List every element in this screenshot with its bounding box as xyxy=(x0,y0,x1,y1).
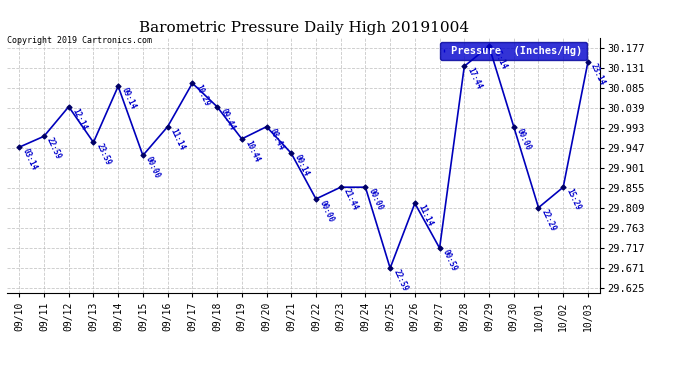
Point xyxy=(335,184,346,190)
Point xyxy=(434,245,445,251)
Point xyxy=(484,43,495,49)
Text: 00:59: 00:59 xyxy=(441,248,459,273)
Point xyxy=(39,133,50,139)
Text: 08:44: 08:44 xyxy=(268,127,286,152)
Text: 23:59: 23:59 xyxy=(95,142,112,167)
Point xyxy=(558,184,569,190)
Text: 09:14: 09:14 xyxy=(119,86,137,111)
Point xyxy=(137,152,148,158)
Point xyxy=(360,184,371,190)
Point xyxy=(112,83,124,89)
Point xyxy=(261,124,272,130)
Title: Barometric Pressure Daily High 20191004: Barometric Pressure Daily High 20191004 xyxy=(139,21,469,35)
Text: 00:14: 00:14 xyxy=(293,153,310,178)
Text: 17:44: 17:44 xyxy=(466,66,484,91)
Text: 00:00: 00:00 xyxy=(144,155,162,180)
Text: 10:29: 10:29 xyxy=(194,83,212,108)
Point xyxy=(533,205,544,211)
Text: 12:14: 12:14 xyxy=(70,107,88,132)
Text: 22:29: 22:29 xyxy=(540,208,558,232)
Point xyxy=(14,144,25,150)
Text: 03:14: 03:14 xyxy=(21,147,39,172)
Point xyxy=(310,196,322,202)
Text: Copyright 2019 Cartronics.com: Copyright 2019 Cartronics.com xyxy=(7,36,152,45)
Legend: Pressure  (Inches/Hg): Pressure (Inches/Hg) xyxy=(440,42,586,60)
Text: 00:00: 00:00 xyxy=(515,127,533,152)
Point xyxy=(187,80,198,86)
Text: 21:44: 21:44 xyxy=(342,187,360,212)
Text: 09:44: 09:44 xyxy=(218,107,236,132)
Text: 10:44: 10:44 xyxy=(243,139,261,164)
Point xyxy=(409,200,420,206)
Text: 23:14: 23:14 xyxy=(589,62,607,87)
Point xyxy=(286,150,297,156)
Point xyxy=(212,104,223,110)
Text: 05:14: 05:14 xyxy=(491,46,509,71)
Point xyxy=(88,140,99,146)
Point xyxy=(509,124,520,130)
Text: 15:29: 15:29 xyxy=(564,187,582,212)
Text: 00:00: 00:00 xyxy=(317,199,335,224)
Text: 11:14: 11:14 xyxy=(169,127,187,152)
Point xyxy=(162,124,173,130)
Point xyxy=(459,63,470,69)
Text: 11:14: 11:14 xyxy=(416,203,434,228)
Text: 22:59: 22:59 xyxy=(46,136,63,161)
Point xyxy=(63,104,75,110)
Text: 00:00: 00:00 xyxy=(366,187,384,212)
Text: 22:59: 22:59 xyxy=(391,268,409,293)
Point xyxy=(236,136,247,142)
Point xyxy=(384,265,395,271)
Point xyxy=(582,59,593,65)
